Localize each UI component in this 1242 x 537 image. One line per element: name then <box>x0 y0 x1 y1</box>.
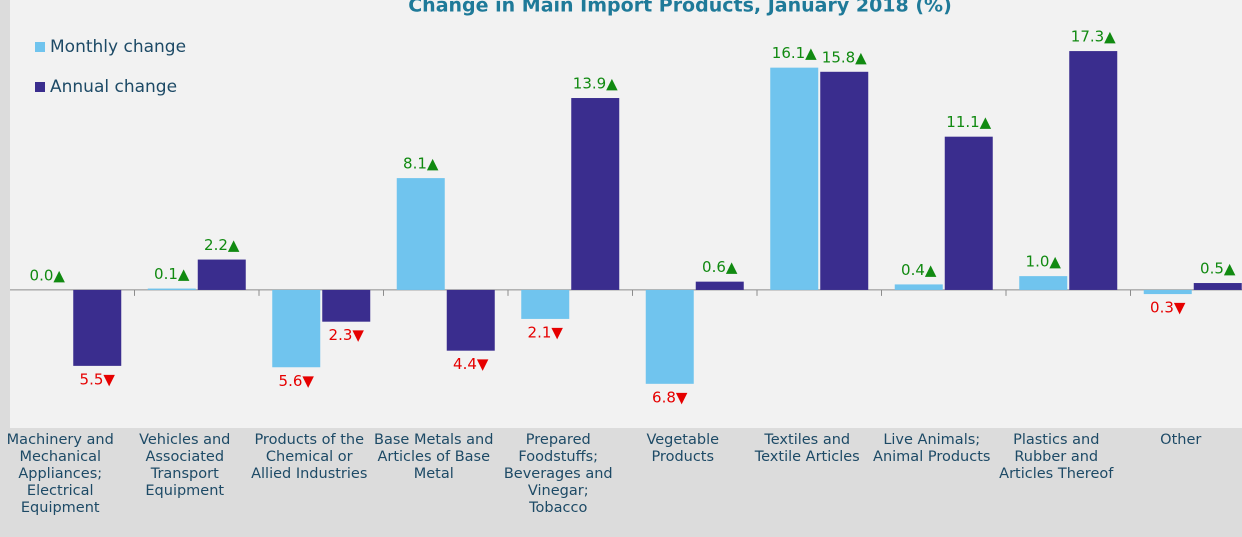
value-label: 0.3▼ <box>1150 299 1186 317</box>
x-tick-label: Other <box>1160 432 1202 448</box>
legend-label: Annual change <box>50 77 177 97</box>
plot-area <box>10 0 1242 428</box>
legend-swatch <box>35 82 45 92</box>
legend-swatch <box>35 42 45 52</box>
value-label: 13.9▲ <box>573 75 618 93</box>
value-label: 11.1▲ <box>946 113 991 131</box>
bar <box>571 98 620 290</box>
bar <box>322 289 371 322</box>
value-label: 0.4▲ <box>901 261 937 279</box>
legend-label: Monthly change <box>50 37 186 57</box>
x-tick-label: Textiles and Textile Articles <box>754 432 860 465</box>
value-label: 17.3▲ <box>1071 28 1116 46</box>
value-label: 2.1▼ <box>528 323 564 341</box>
value-label: 5.5▼ <box>80 370 116 388</box>
bar <box>147 288 196 290</box>
bar <box>1069 51 1118 290</box>
value-label: 16.1▲ <box>772 44 817 62</box>
value-label: 5.6▼ <box>279 372 315 390</box>
bar <box>197 259 246 290</box>
bar <box>820 71 869 290</box>
bar <box>944 136 993 290</box>
x-tick-label: Vegetable Products <box>646 432 720 465</box>
bar <box>1193 283 1242 290</box>
value-label: 4.4▼ <box>453 355 489 373</box>
x-tick-label: Plastics and Rubber and Articles Thereof <box>999 432 1114 482</box>
value-label: 0.6▲ <box>702 258 738 276</box>
x-tick-label: Live Animals; Animal Products <box>873 432 991 465</box>
bar <box>396 178 445 290</box>
x-tick-label: Products of the Chemical or Allied Indus… <box>251 432 368 482</box>
value-label: 6.8▼ <box>652 388 688 406</box>
value-label: 2.2▲ <box>204 236 240 254</box>
bar <box>1019 276 1068 290</box>
value-label: 2.3▼ <box>329 326 365 344</box>
bar <box>1143 289 1192 295</box>
bar <box>446 289 495 351</box>
value-label: 0.1▲ <box>154 265 190 283</box>
bar <box>894 284 943 290</box>
chart-title: Change in Main Import Products, January … <box>408 0 952 17</box>
value-label: 0.0▲ <box>30 266 66 284</box>
bar <box>695 281 744 290</box>
bar <box>770 67 819 290</box>
bar <box>645 289 694 384</box>
bar <box>272 289 321 368</box>
value-label: 8.1▲ <box>403 155 439 173</box>
bar <box>73 289 122 366</box>
x-tick-label: Base Metals and Articles of Base Metal <box>374 432 494 482</box>
x-tick-label: Vehicles and Associated Transport Equipm… <box>139 432 231 499</box>
x-tick-label: Prepared Foodstuffs; Beverages and Vineg… <box>503 432 613 516</box>
value-label: 1.0▲ <box>1026 253 1062 271</box>
value-label: 0.5▲ <box>1200 260 1236 278</box>
value-label: 15.8▲ <box>822 48 867 66</box>
bar <box>521 289 570 319</box>
x-tick-label: Machinery and Mechanical Appliances; Ele… <box>6 432 114 516</box>
